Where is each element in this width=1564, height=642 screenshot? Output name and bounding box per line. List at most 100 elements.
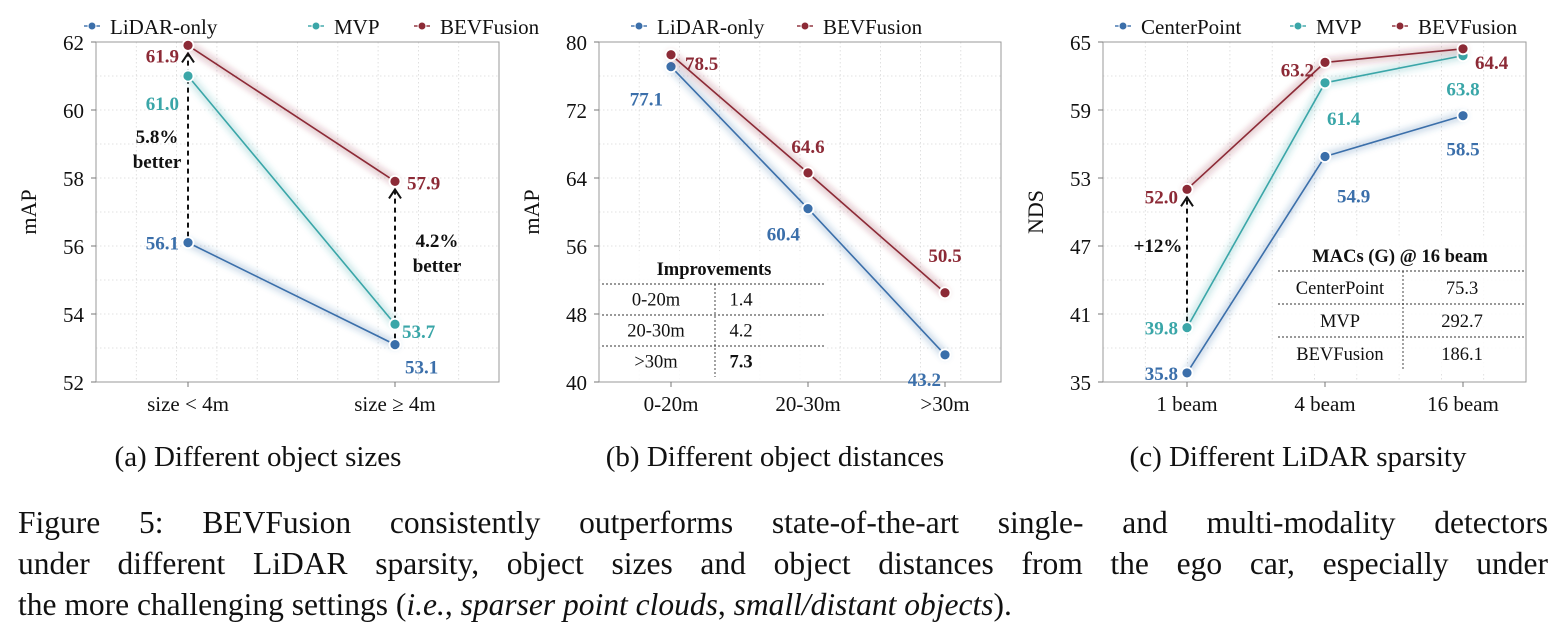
data-label: 52.0 [1145, 187, 1178, 208]
series-mvp: 39.8 61.4 63.8 [1145, 49, 1480, 340]
legend-item: MVP [308, 15, 380, 39]
improvement-annotation: 5.8% better [133, 51, 195, 237]
legend-marker [1293, 21, 1303, 31]
data-label: 64.4 [1475, 53, 1509, 74]
improvement-annotation: +12% [1134, 195, 1194, 322]
caption-sparser: sparser point clouds [460, 587, 718, 622]
data-label: 58.5 [1446, 140, 1479, 161]
data-label: 53.7 [402, 322, 436, 343]
legend-item: MVP [1290, 15, 1362, 39]
inset-table-cell: 4.2 [729, 322, 752, 342]
x-tick-label: 1 beam [1156, 392, 1217, 416]
y-tick-label: 35 [1070, 371, 1091, 395]
data-point [1456, 109, 1470, 123]
data-point [1318, 76, 1332, 90]
inset-table-cell: 186.1 [1441, 345, 1483, 365]
data-label: 57.9 [407, 173, 440, 194]
legend-label: LiDAR-only [657, 15, 765, 39]
caption-small: small/distant objects [733, 587, 994, 622]
annotation-text: better [413, 256, 462, 277]
inset-table-cell: 20-30m [627, 322, 685, 342]
series-line [187, 44, 396, 183]
data-label: 53.1 [405, 358, 438, 379]
data-point [388, 338, 402, 352]
panel-object-distances: 40 48 56 64 72 80 mAP 0-20m 20-30m >30m LiDAR-only… [519, 15, 1002, 416]
caption-line-1: Figure 5: BEVFusion consistently outperf… [18, 502, 1548, 543]
plot-frame [95, 41, 500, 383]
panel-lidar-sparsity: 35 41 47 53 59 65 NDS 1 beam 4 beam 16 beam Center… [1023, 15, 1527, 416]
legend-label: BEVFusion [823, 15, 923, 39]
data-label: 39.8 [1145, 319, 1178, 340]
x-tick-label: size < 4m [147, 392, 229, 416]
legend-label: BEVFusion [1418, 15, 1518, 39]
y-tick-label: 60 [63, 99, 84, 123]
annotation-arrow-head [388, 187, 402, 199]
inset-table-cell: 7.3 [729, 353, 752, 373]
data-point [388, 174, 402, 188]
series-line [187, 75, 396, 325]
data-label: 60.4 [767, 225, 801, 246]
data-label: 61.4 [1327, 109, 1361, 130]
legend-item: BEVFusion [414, 15, 540, 39]
annotation-arrow-head [1180, 195, 1194, 207]
inset-table-cell: 0-20m [632, 291, 681, 311]
data-label: 56.1 [146, 234, 179, 255]
data-point [664, 48, 678, 62]
data-point [801, 202, 815, 216]
subcaption-c: (c) Different LiDAR sparsity [1129, 441, 1467, 473]
data-point [181, 69, 195, 83]
annotation-arrow-head [181, 51, 195, 63]
y-tick-label: 80 [566, 31, 587, 55]
y-tick-label: 72 [566, 99, 587, 123]
panel-object-sizes: 52 54 56 58 60 62 mAP size < 4m size ≥ 4m LiDAR-o… [16, 15, 540, 416]
x-tick-label: 20-30m [775, 392, 840, 416]
data-point [938, 348, 952, 362]
inset-table-cell: 292.7 [1441, 312, 1483, 332]
legend-marker [417, 21, 427, 31]
inset-table-title: Improvements [657, 260, 772, 280]
data-point [938, 286, 952, 300]
data-label: 54.9 [1337, 186, 1370, 207]
legend-label: MVP [1316, 15, 1362, 39]
x-tick-label: 4 beam [1294, 392, 1355, 416]
legend-item: LiDAR-only [631, 15, 765, 39]
caption-text-3e: , [717, 587, 734, 622]
inset-table-bg [602, 251, 826, 380]
x-tick-label: 0-20m [644, 392, 699, 416]
data-point [181, 236, 195, 250]
plot-frame [598, 41, 1002, 383]
data-point [664, 60, 678, 74]
y-axis-label: mAP [519, 189, 544, 234]
inset-table-title: MACs (G) @ 16 beam [1312, 247, 1488, 267]
series-line [187, 241, 396, 346]
annotation-text: 5.8% [136, 127, 179, 148]
y-tick-label: 52 [63, 371, 84, 395]
legend-marker [1118, 21, 1128, 31]
data-point [388, 317, 402, 331]
inset-table-cell: 1.4 [729, 291, 752, 311]
legend-marker [800, 21, 810, 31]
inset-table-cell: BEVFusion [1296, 345, 1383, 365]
series-bevfusion: 78.5 64.6 50.5 [664, 48, 962, 300]
caption-text-3a: the more challenging settings ( [18, 587, 407, 622]
y-tick-label: 59 [1070, 99, 1091, 123]
series-line [1186, 48, 1464, 191]
data-label: 35.8 [1145, 364, 1178, 385]
y-tick-label: 64 [566, 167, 588, 191]
annotation-text: +12% [1134, 236, 1183, 257]
inset-table-cell: 75.3 [1446, 279, 1478, 299]
caption-ie: i.e. [406, 587, 445, 622]
data-label: 77.1 [630, 90, 663, 111]
data-point [1318, 56, 1332, 69]
caption-text-3g: ). [993, 587, 1012, 622]
data-point [1180, 182, 1194, 196]
legend-marker [311, 21, 321, 31]
inset-table: MACs (G) @ 16 beam CenterPoint 75.3 MVP 292.… [1278, 238, 1525, 373]
y-tick-label: 40 [566, 371, 587, 395]
y-axis-label: mAP [16, 189, 41, 234]
y-tick-label: 58 [63, 167, 84, 191]
inset-table-bg [1278, 238, 1525, 373]
data-point [1318, 150, 1332, 163]
plot-frame [1102, 41, 1527, 383]
series-bevfusion: 52.0 63.2 64.4 [1145, 42, 1509, 208]
